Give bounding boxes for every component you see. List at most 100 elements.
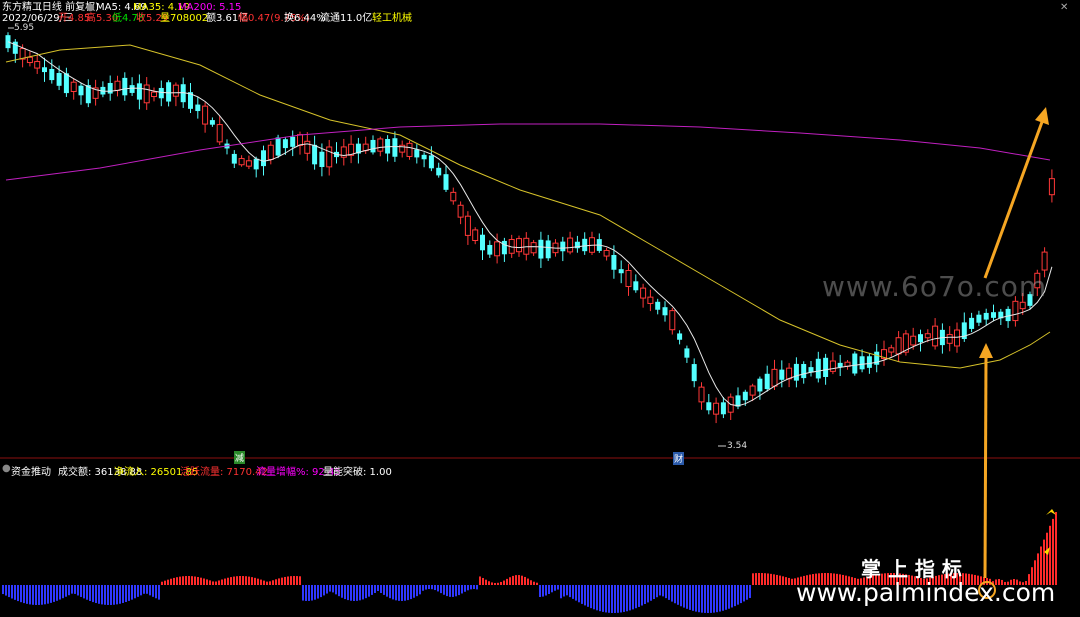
- candle-body[interactable]: [706, 402, 712, 411]
- candle-body[interactable]: [42, 67, 47, 73]
- candle-body[interactable]: [143, 84, 150, 104]
- candle-body[interactable]: [231, 153, 237, 164]
- candle-body[interactable]: [319, 151, 325, 167]
- candle-body[interactable]: [1034, 272, 1041, 289]
- candle-body[interactable]: [297, 134, 303, 146]
- event-badge-cai[interactable]: 财: [673, 452, 685, 465]
- candle-body[interactable]: [428, 155, 434, 169]
- candle-body[interactable]: [866, 356, 872, 368]
- candle-body[interactable]: [480, 234, 485, 251]
- candle-body[interactable]: [312, 144, 318, 165]
- candle-body[interactable]: [457, 204, 464, 218]
- candle-body[interactable]: [12, 41, 18, 54]
- candle-body[interactable]: [494, 241, 501, 257]
- candle-body[interactable]: [1019, 301, 1026, 310]
- candle-body[interactable]: [808, 367, 814, 373]
- candle-body[interactable]: [691, 364, 697, 382]
- stock-name[interactable]: 东方精工: [2, 2, 42, 13]
- candle-body[interactable]: [1005, 308, 1011, 322]
- candle-body[interactable]: [983, 312, 989, 320]
- candle-body[interactable]: [49, 68, 55, 81]
- candle-body[interactable]: [370, 139, 376, 153]
- candle-body[interactable]: [188, 92, 193, 109]
- candle-body[interactable]: [70, 81, 77, 92]
- candle-body[interactable]: [78, 85, 84, 96]
- candle-body[interactable]: [998, 311, 1004, 319]
- candle-body[interactable]: [1012, 300, 1019, 322]
- candle-body[interactable]: [26, 56, 33, 64]
- candle-body[interactable]: [245, 160, 252, 167]
- candle-body[interactable]: [355, 143, 361, 154]
- candle-body[interactable]: [1048, 178, 1055, 196]
- candle-body[interactable]: [823, 357, 829, 377]
- candle-body[interactable]: [399, 144, 406, 153]
- candle-body[interactable]: [107, 82, 113, 94]
- candle-body[interactable]: [924, 333, 931, 339]
- candle-body[interactable]: [815, 358, 821, 379]
- candle-body[interactable]: [166, 82, 172, 102]
- candle-body[interactable]: [129, 85, 135, 93]
- candle-body[interactable]: [92, 87, 99, 99]
- candle-body[interactable]: [530, 242, 537, 254]
- candle-body[interactable]: [647, 296, 654, 304]
- candle-body[interactable]: [282, 139, 288, 149]
- candle-body[interactable]: [991, 312, 996, 318]
- candle-body[interactable]: [202, 105, 209, 125]
- candle-body[interactable]: [895, 337, 902, 355]
- candle-body[interactable]: [216, 124, 223, 143]
- candle-body[interactable]: [976, 314, 982, 323]
- candle-body[interactable]: [684, 348, 690, 358]
- candle-body[interactable]: [902, 333, 909, 353]
- candle-body[interactable]: [56, 72, 62, 86]
- candle-body[interactable]: [195, 104, 201, 112]
- candle-body[interactable]: [640, 287, 647, 299]
- candle-body[interactable]: [136, 83, 142, 100]
- candle-body[interactable]: [633, 281, 639, 291]
- indicator-title[interactable]: 资金推动: [11, 467, 51, 478]
- candle-body[interactable]: [560, 241, 566, 252]
- candle-body[interactable]: [238, 158, 245, 166]
- candle-body[interactable]: [749, 385, 756, 396]
- candle-body[interactable]: [516, 238, 522, 253]
- candle-body[interactable]: [487, 244, 493, 255]
- candle-body[interactable]: [771, 368, 778, 387]
- candle-body[interactable]: [304, 140, 311, 154]
- candle-body[interactable]: [786, 367, 793, 380]
- candle-body[interactable]: [874, 351, 880, 365]
- candle-body[interactable]: [961, 322, 967, 339]
- candle-body[interactable]: [545, 240, 551, 259]
- candle-body[interactable]: [881, 349, 887, 359]
- candle-body[interactable]: [801, 364, 807, 379]
- candle-body[interactable]: [472, 229, 479, 241]
- candle-body[interactable]: [34, 61, 41, 69]
- candle-body[interactable]: [85, 85, 91, 104]
- candle-body[interactable]: [946, 334, 953, 344]
- candle-body[interactable]: [720, 402, 726, 415]
- candle-body[interactable]: [625, 269, 632, 288]
- candle-body[interactable]: [611, 255, 617, 270]
- candle-body[interactable]: [793, 363, 799, 381]
- candle-body[interactable]: [209, 120, 215, 125]
- candle-body[interactable]: [114, 80, 121, 91]
- candle-body[interactable]: [677, 333, 683, 340]
- candle-body[interactable]: [918, 334, 923, 343]
- event-badge-jian[interactable]: 减: [234, 451, 246, 464]
- candle-body[interactable]: [574, 241, 580, 249]
- candle-body[interactable]: [122, 77, 128, 96]
- candle-body[interactable]: [1027, 294, 1033, 306]
- candle-body[interactable]: [603, 249, 610, 257]
- candle-body[interactable]: [852, 353, 858, 374]
- bar-sector[interactable]: 轻工机械: [372, 13, 412, 24]
- candle-body[interactable]: [158, 87, 164, 99]
- candle-body[interactable]: [662, 307, 668, 316]
- settings-icon[interactable]: ●: [2, 463, 11, 474]
- candle-body[interactable]: [538, 239, 544, 259]
- candle-body[interactable]: [436, 167, 442, 176]
- candle-body[interactable]: [253, 158, 259, 170]
- candle-body[interactable]: [290, 136, 296, 147]
- candle-body[interactable]: [757, 378, 763, 392]
- candle-body[interactable]: [764, 373, 770, 390]
- candle-body[interactable]: [567, 237, 574, 253]
- candle-body[interactable]: [910, 335, 917, 346]
